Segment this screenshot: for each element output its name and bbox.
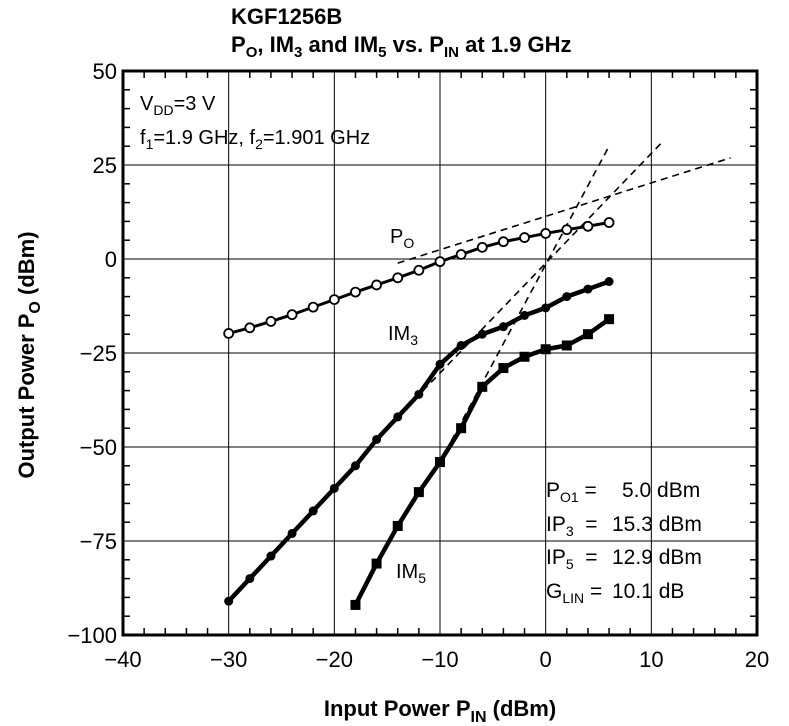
- data-point: [455, 249, 467, 260]
- y-tick-label: 0: [105, 247, 117, 272]
- vdd-condition: VDD=3 V: [140, 93, 216, 118]
- summary-ip5: IP5 = 12.9 dBm: [546, 546, 702, 572]
- data-point: [224, 596, 234, 606]
- x-tick-label: 20: [745, 647, 769, 672]
- data-point: [477, 329, 487, 339]
- x-tick-label: −20: [316, 647, 353, 672]
- x-tick-label: −40: [104, 647, 141, 672]
- data-point: [350, 461, 360, 471]
- data-point: [541, 303, 551, 313]
- data-point: [476, 241, 488, 253]
- data-point: [245, 574, 255, 584]
- series-line-0: [228, 221, 610, 335]
- y-tick-label: −100: [67, 623, 117, 648]
- x-tick-label: −10: [421, 647, 458, 672]
- data-point: [434, 256, 446, 268]
- data-point: [540, 344, 551, 355]
- data-point: [329, 483, 339, 493]
- data-point: [603, 217, 615, 228]
- data-point: [413, 264, 425, 276]
- data-point: [371, 279, 383, 291]
- data-point: [328, 294, 340, 306]
- data-point: [561, 224, 573, 236]
- plot-frame: [121, 69, 759, 637]
- data-point: [498, 322, 508, 332]
- extrapolation-lines: [397, 141, 731, 463]
- data-point: [414, 389, 424, 399]
- x-axis-label: Input Power PIN (dBm): [324, 696, 556, 726]
- data-point: [372, 434, 382, 444]
- data-point: [371, 558, 382, 569]
- data-point: [393, 412, 403, 422]
- data-point: [266, 551, 276, 561]
- data-point: [244, 322, 256, 334]
- series-label-im3: IM3: [388, 323, 418, 348]
- data-point: [265, 316, 277, 327]
- series-label-po: PO: [390, 226, 414, 251]
- data-point: [350, 286, 361, 298]
- extrapolation-line: [397, 141, 663, 418]
- data-point: [392, 272, 404, 284]
- extrapolation-line: [439, 145, 610, 463]
- x-tick-label: 10: [639, 647, 663, 672]
- data-point: [392, 520, 403, 531]
- data-point: [604, 277, 614, 287]
- data-point: [604, 314, 615, 325]
- grid: [123, 71, 757, 635]
- series-group: [223, 217, 615, 610]
- data-point: [519, 351, 530, 362]
- chart-subtitle: PO, IM3 and IM5 vs. PIN at 1.9 GHz: [231, 32, 571, 61]
- data-point: [519, 232, 530, 243]
- y-tick-label: −50: [80, 435, 117, 460]
- data-point: [498, 363, 509, 374]
- data-point: [497, 236, 509, 248]
- series-label-im5: IM5: [396, 561, 426, 586]
- data-point: [287, 528, 297, 538]
- y-tick-label: 50: [93, 59, 117, 84]
- data-point: [223, 328, 235, 339]
- extrapolation-line: [397, 157, 731, 264]
- data-point: [520, 310, 530, 320]
- data-point: [435, 359, 445, 369]
- summary-block: PO1 = 5.0 dBm IP3 = 15.3 dBm IP5 = 12.9 …: [546, 479, 702, 606]
- data-point: [456, 340, 466, 350]
- data-point: [562, 292, 572, 302]
- summary-ip3: IP3 = 15.3 dBm: [546, 513, 702, 539]
- x-tick-label: −30: [210, 647, 247, 672]
- data-point: [435, 457, 445, 468]
- data-point: [582, 329, 593, 340]
- chart-title: KGF1256B: [231, 4, 342, 29]
- data-point: [583, 284, 593, 294]
- data-point: [477, 381, 488, 392]
- y-tick-label: −25: [80, 341, 117, 366]
- x-tick-label: 0: [540, 647, 552, 672]
- data-point: [413, 487, 424, 498]
- y-axis-label: Output Power PO (dBm): [14, 231, 44, 478]
- frequency-condition: f1=1.9 GHz, f2=1.901 GHz: [140, 127, 370, 152]
- y-tick-label: 25: [93, 153, 117, 178]
- data-point: [308, 506, 318, 516]
- data-point: [561, 340, 572, 351]
- data-point: [307, 301, 319, 313]
- y-tick-label: −75: [80, 529, 117, 554]
- summary-po1: PO1 = 5.0 dBm: [546, 479, 700, 505]
- data-point: [456, 423, 467, 434]
- data-point: [286, 309, 298, 321]
- data-point: [582, 220, 594, 232]
- data-point: [350, 599, 361, 610]
- summary-glin: GLIN = 10.1 dB: [546, 580, 684, 606]
- data-point: [540, 228, 552, 239]
